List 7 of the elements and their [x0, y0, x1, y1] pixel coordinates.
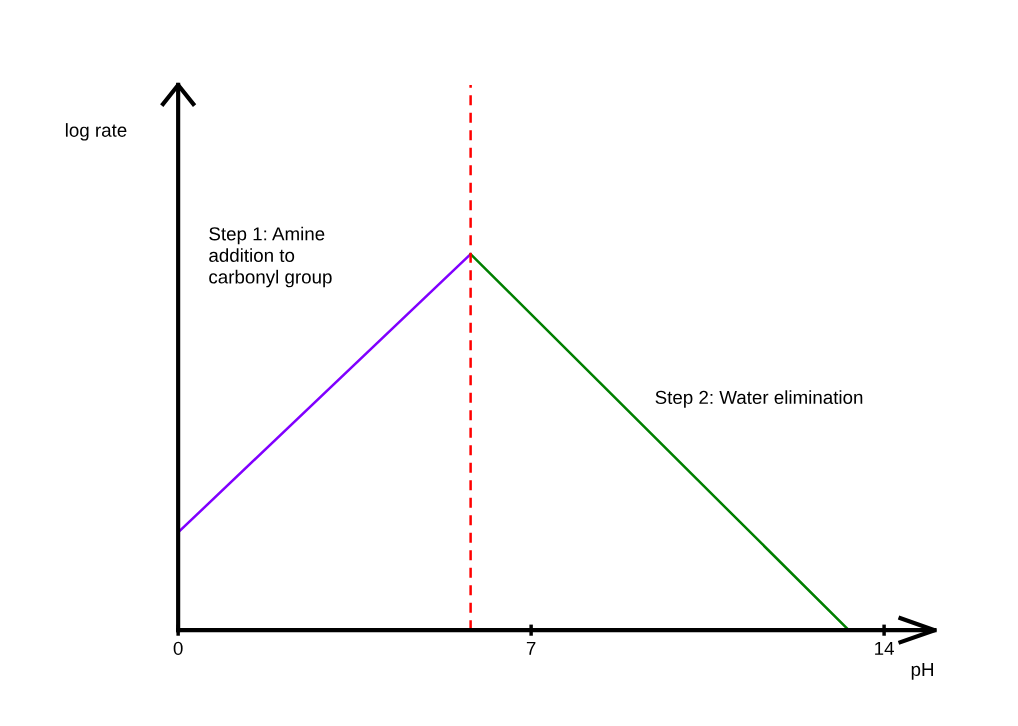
x-axis-title: pH [911, 663, 933, 680]
x-tick-label: 0 [173, 641, 183, 656]
annotation: Step 1: Amine addition to carbonyl group [209, 226, 332, 288]
x-tick-label: 14 [875, 641, 894, 655]
annotation: Step 2: Water elimination [655, 390, 863, 408]
x-tick-label: 7 [526, 641, 536, 655]
text: log rate [65, 123, 127, 141]
